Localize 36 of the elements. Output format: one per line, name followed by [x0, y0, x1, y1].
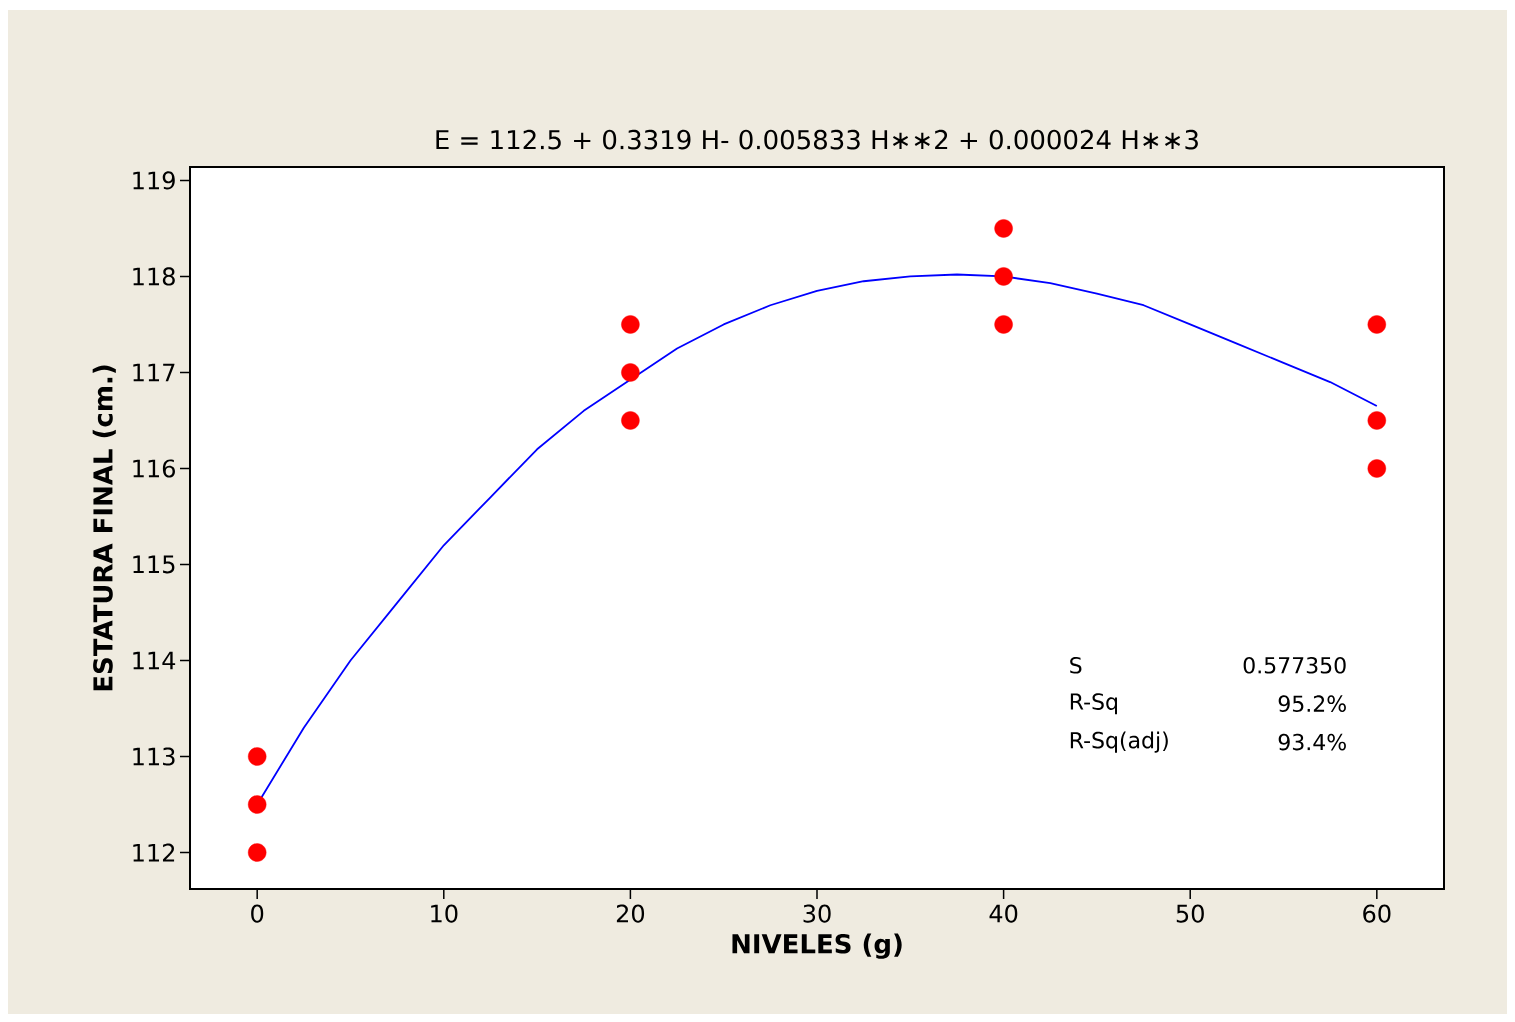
point [1367, 459, 1387, 478]
point [1367, 315, 1387, 334]
point [994, 315, 1013, 334]
point [247, 795, 267, 814]
annotation: S [1070, 656, 1082, 674]
point [994, 267, 1013, 286]
point [621, 363, 640, 382]
point [621, 315, 640, 334]
annotation: R-Sq(adj) [1070, 731, 1168, 753]
y-tick-label: 116 [133, 459, 175, 478]
x-axis-title: NIVELES (g) [732, 933, 902, 959]
point [1367, 411, 1387, 430]
annotation: 95.2% [1278, 695, 1346, 713]
y-tick-label: 118 [133, 267, 175, 286]
y-tick-label: 114 [133, 651, 176, 670]
y-tick-label: 115 [133, 555, 175, 574]
point [994, 219, 1013, 238]
x-tick-label: 20 [616, 904, 645, 923]
annotation: R-Sq [1070, 693, 1117, 715]
annotation: 93.4% [1278, 733, 1346, 751]
y-tick-label: 112 [133, 843, 175, 862]
chart-title: E = 112.5 + 0.3319 H- 0.005833 H∗∗2 + 0.000024 H∗∗3 [436, 129, 1198, 150]
x-tick-label: 60 [1363, 904, 1391, 923]
x-tick-label: 50 [1176, 904, 1204, 923]
y-tick-label: 117 [133, 363, 175, 382]
y-axis-title: ESTATURA FINAL (cm.) [92, 365, 116, 691]
x-tick-label: 0 [251, 904, 264, 923]
y-tick-label: 113 [133, 747, 175, 766]
x-tick-label: 30 [803, 904, 831, 923]
point [247, 747, 267, 766]
y-tick-label: 119 [133, 171, 175, 190]
x-tick-label: 10 [431, 904, 458, 923]
annotation: 0.577350 [1243, 656, 1346, 674]
x-tick-label: 40 [989, 904, 1018, 923]
point [247, 843, 267, 862]
point [621, 411, 640, 430]
